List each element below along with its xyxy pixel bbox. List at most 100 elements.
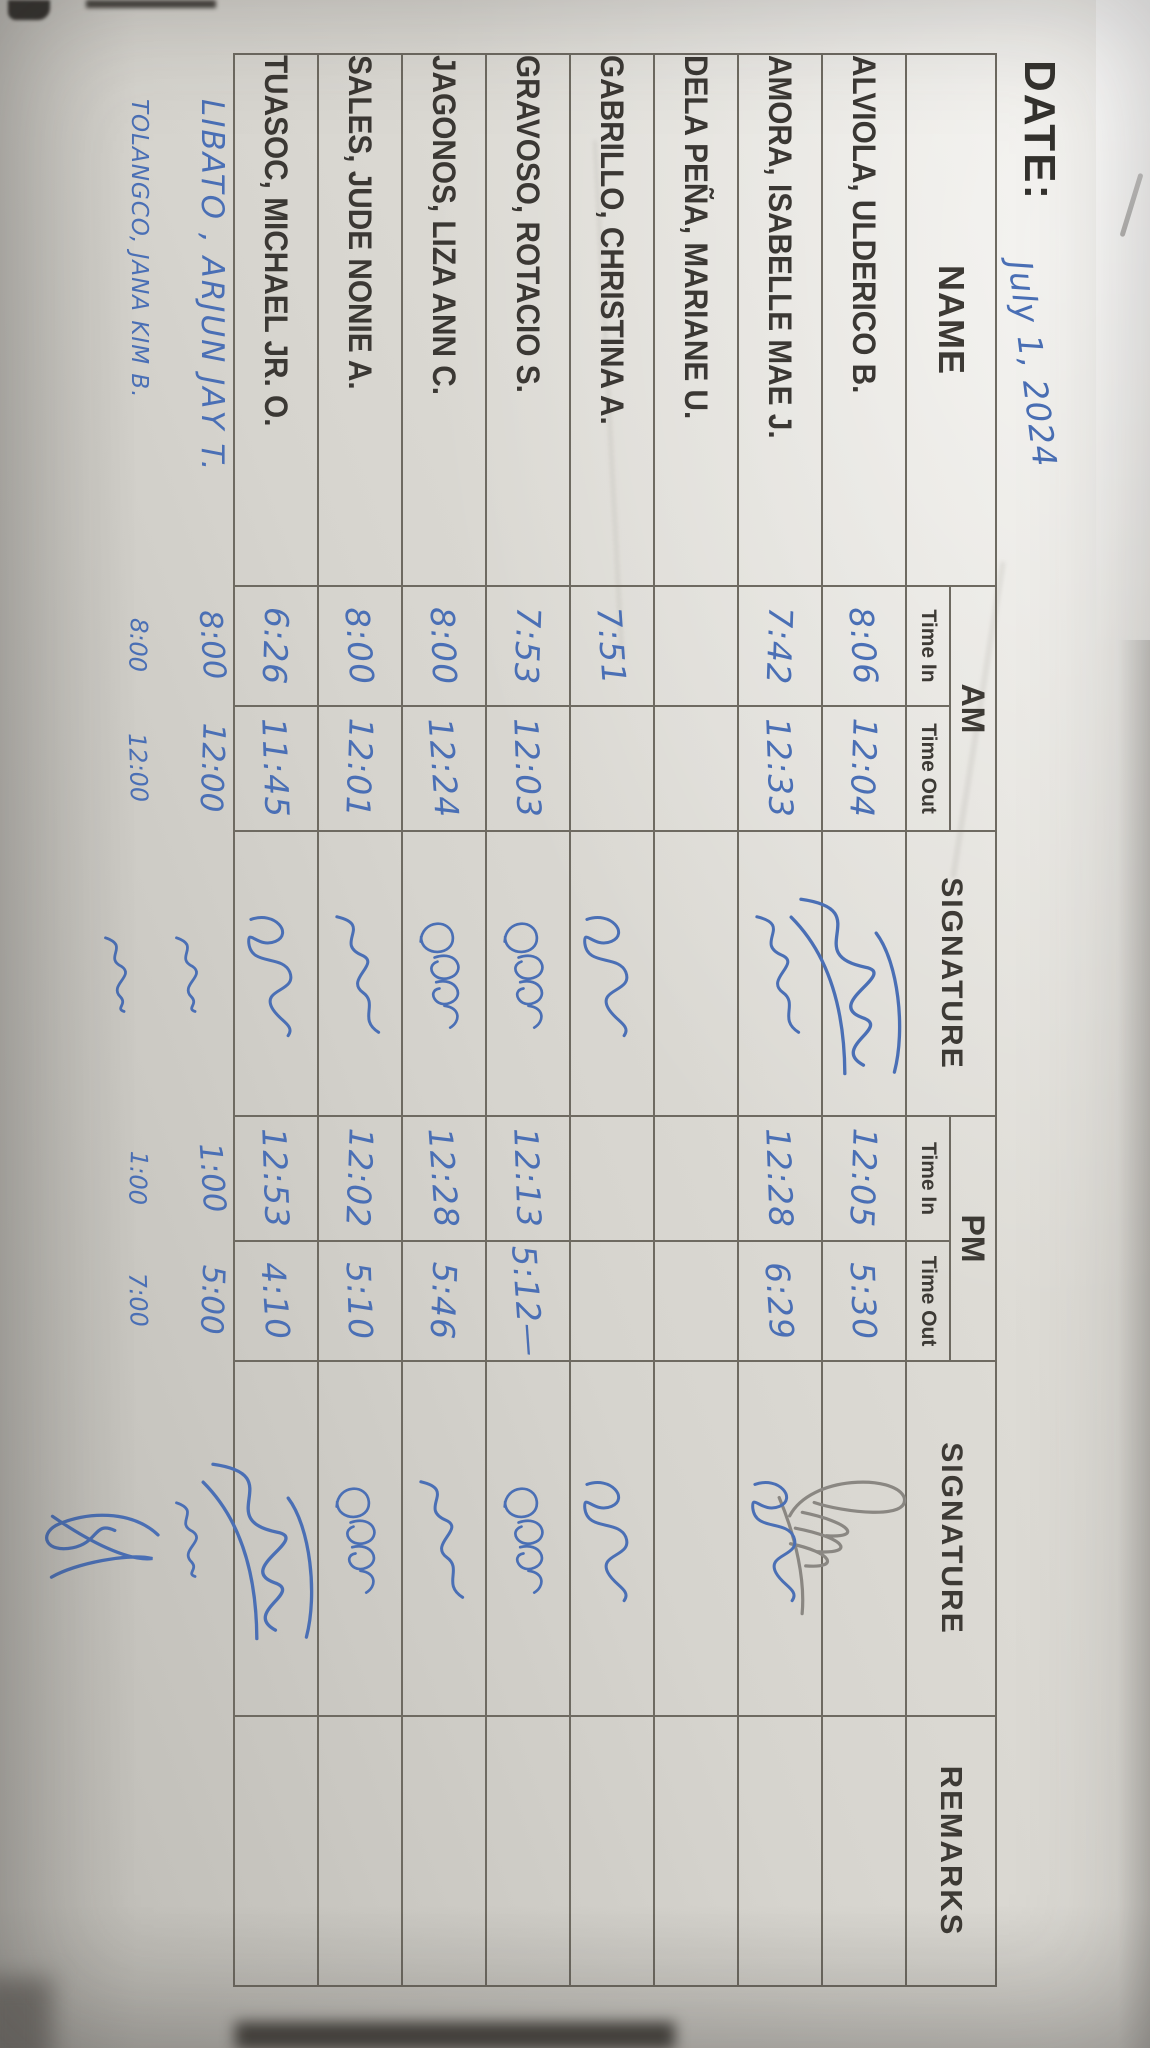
name-cell: GRAVOSO, ROTACIO S.: [486, 54, 570, 586]
handwritten-time: 7:51: [589, 605, 635, 687]
table-row: ALVIOLA, ULDERICO B. 8:06 12:04 12:05 5:30: [777, 54, 906, 1987]
header-pm-time-out: Time Out: [906, 1241, 950, 1362]
table-row: SALES, JUDE NONIE A. 8:00 12:01 12:02 5:10: [318, 54, 402, 1987]
pm-signature-cell: [738, 1361, 822, 1717]
pm-signature-cell: [570, 1361, 654, 1717]
handwritten-time: 12:00: [122, 732, 154, 803]
pm-time-out-cell: 5:30: [822, 1241, 906, 1362]
header-name: NAME: [906, 54, 996, 586]
table-body: ALVIOLA, ULDERICO B. 8:06 12:04 12:05 5:30 AM…: [201, 54, 906, 1987]
am-signature-cell: [738, 831, 822, 1117]
pm-signature-cell: [45, 1360, 160, 1715]
header-am-time-out: Time Out: [906, 706, 950, 832]
signature-scribble: [104, 935, 127, 1013]
employee-name: JAGONOS, LIZA ANN C.: [426, 55, 463, 396]
handwritten-time: 7:42: [759, 606, 801, 686]
pm-time-in-cell: 1:00: [152, 1115, 233, 1240]
signature-scribble: [175, 935, 198, 1013]
pm-time-in-cell: 12:28: [738, 1116, 822, 1242]
remarks-cell: [234, 1716, 318, 1987]
attendance-table: NAME AM SIGNATURE PM SIGNATURE REMARKS T…: [201, 53, 997, 1987]
am-time-in-cell: 8:00: [318, 586, 402, 706]
handwritten-time: 12:13: [506, 1127, 550, 1230]
pm-signature-cell: [201, 1361, 318, 1717]
am-signature-cell: [152, 830, 230, 1115]
handwritten-time: 11:45: [254, 717, 298, 820]
header-am-time-in: Time In: [906, 586, 950, 706]
am-time-out-cell: [654, 706, 738, 832]
pm-signature-cell: [152, 1360, 230, 1715]
pm-signature-cell: [654, 1361, 738, 1717]
handwritten-time: 12:33: [758, 717, 802, 820]
handwritten-time: 12:01: [338, 717, 382, 820]
signature-scribble: [583, 1480, 629, 1602]
handwritten-time: 1:00: [191, 1141, 233, 1214]
header-am: AM: [950, 586, 996, 832]
name-cell: TOLANGCO, JANA KIM B.: [88, 53, 152, 585]
pm-time-in-cell: [654, 1116, 738, 1242]
am-time-in-cell: 7:53: [486, 586, 570, 706]
am-time-out-cell: 12:00: [152, 705, 231, 830]
employee-name: TOLANGCO, JANA KIM B.: [126, 99, 152, 399]
name-cell: AMORA, ISABELLE MAE J.: [738, 54, 822, 586]
signature-scribble: [335, 914, 381, 1034]
employee-name: ALVIOLA, ULDERICO B.: [846, 55, 883, 394]
remarks-cell: [570, 1716, 654, 1987]
photo-edge-artifact: [8, 0, 50, 20]
pm-signature-cell: [318, 1361, 402, 1717]
photo-shadow: [235, 2022, 675, 2048]
am-signature-cell: [789, 831, 906, 1117]
remarks-cell: [152, 1715, 230, 1985]
remarks-cell: [822, 1716, 906, 1987]
am-signature-cell: [234, 831, 318, 1117]
am-time-out-cell: 12:33: [738, 706, 822, 832]
signature-scribble: [503, 921, 544, 1029]
employee-name: LIBATO , ARJUN JAY T.: [194, 99, 230, 473]
handwritten-time: 6:29: [757, 1260, 803, 1342]
pm-time-out-cell: [654, 1241, 738, 1362]
handwritten-time: 5:10: [339, 1261, 381, 1341]
pm-signature-cell: [486, 1361, 570, 1717]
signature-scribble: [175, 1500, 198, 1578]
name-cell: SALES, JUDE NONIE A.: [318, 54, 402, 586]
employee-name: GABRILLO, CHRISTINA A.: [594, 55, 631, 425]
employee-name: SALES, JUDE NONIE A.: [342, 55, 379, 390]
name-cell: TUASOC, MICHAEL JR. O.: [234, 54, 318, 586]
am-time-in-cell: 7:51: [570, 586, 654, 706]
handwritten-time: 8:00: [337, 605, 383, 687]
table-row: AMORA, ISABELLE MAE J. 7:42 12:33 12:28 6:29: [738, 54, 822, 1987]
handwritten-time: 12:24: [421, 717, 467, 820]
handwritten-row: LIBATO , ARJUN JAY T. 8:00 12:00 1:00 5:00: [152, 53, 233, 1985]
pm-signature-cell: [777, 1361, 906, 1717]
pm-time-in-cell: [570, 1116, 654, 1242]
signature-scribble: [503, 1486, 544, 1594]
signature-scribble: [201, 1462, 314, 1640]
am-signature-cell: [402, 831, 486, 1117]
table-row: TUASOC, MICHAEL JR. O. 6:26 11:45 12:53 4:10: [201, 54, 318, 1987]
signature-scribble: [247, 915, 293, 1037]
pm-time-out-cell: [570, 1241, 654, 1362]
am-time-out-cell: 11:45: [234, 706, 318, 832]
handwritten-time: 7:53: [507, 606, 549, 686]
remarks-cell: [486, 1716, 570, 1987]
am-time-out-cell: 12:04: [822, 706, 906, 832]
remarks-cell: [738, 1716, 822, 1987]
signature-scribble: [789, 897, 902, 1075]
am-time-out-cell: 12:00: [88, 705, 154, 830]
handwritten-time: 5:00: [192, 1264, 232, 1336]
am-time-out-cell: 12:24: [402, 706, 486, 832]
am-signature-cell: [88, 830, 152, 1115]
paper-edge-shade: [1118, 640, 1150, 2048]
handwritten-row: TOLANGCO, JANA KIM B. 8:00 12:00 1:00 7:00: [45, 53, 160, 1985]
pm-time-out-cell: 4:10: [234, 1241, 318, 1362]
am-time-in-cell: 8:00: [88, 585, 153, 705]
am-time-in-cell: 7:42: [738, 586, 822, 706]
am-time-in-cell: 8:06: [822, 586, 906, 706]
name-cell: ALVIOLA, ULDERICO B.: [822, 54, 906, 586]
pm-time-out-cell: 7:00: [88, 1240, 153, 1360]
handwritten-time: 12:03: [506, 717, 550, 820]
handwritten-time: 6:26: [255, 606, 297, 686]
remarks-cell: [88, 1715, 152, 1985]
am-time-out-cell: 12:03: [486, 706, 570, 832]
